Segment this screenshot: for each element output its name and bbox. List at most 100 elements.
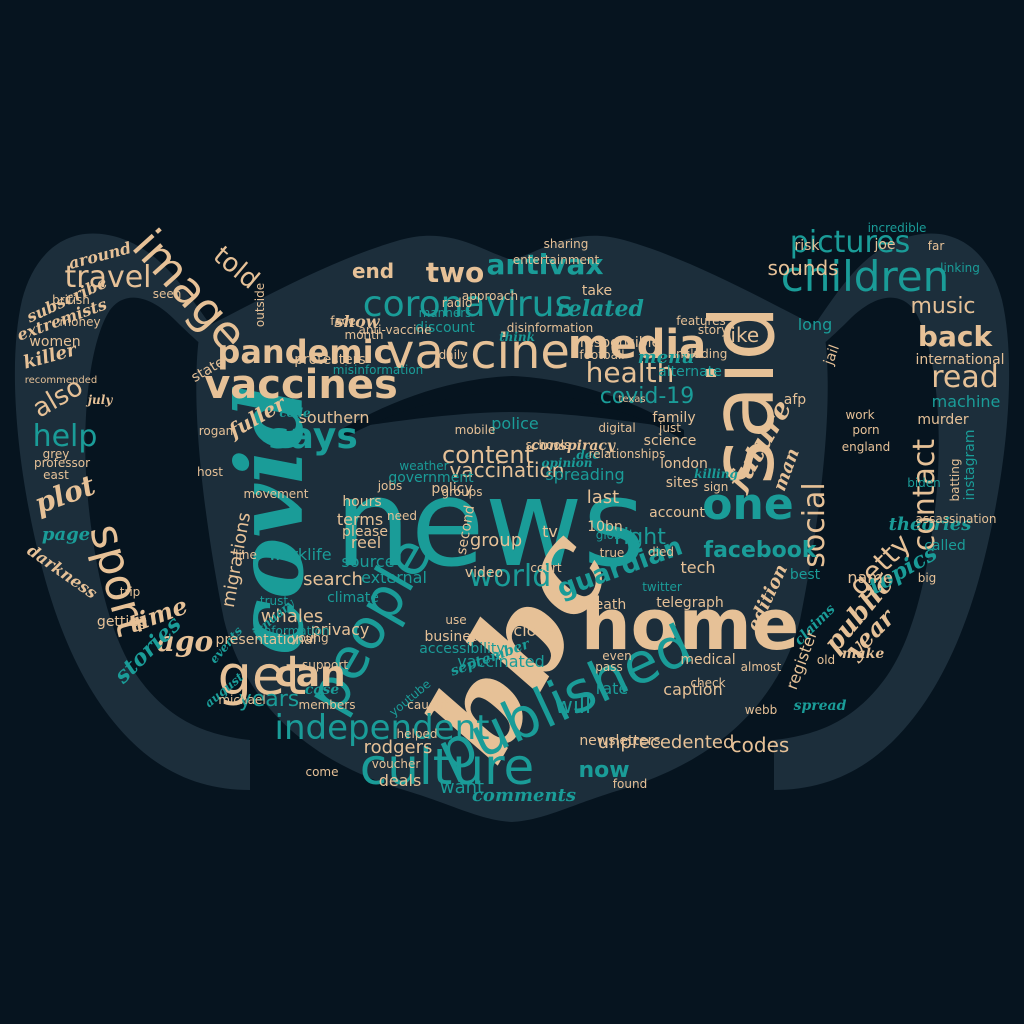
word-children: children: [780, 252, 950, 301]
word-vaccination: vaccination: [449, 458, 565, 482]
word-caption: caption: [663, 680, 723, 699]
word-young: young: [291, 631, 329, 645]
word-work: work: [845, 408, 875, 422]
word-sign: sign: [703, 480, 729, 494]
word-codes: codes: [730, 733, 790, 757]
word-big: big: [917, 571, 937, 585]
word-policy: policy: [431, 481, 473, 497]
word-group: group: [469, 530, 523, 551]
word-get: get: [217, 644, 307, 707]
word-trip: trip: [119, 585, 141, 599]
word-business: business: [424, 629, 486, 645]
word-caught: caught: [407, 698, 449, 712]
word-name: name: [847, 568, 893, 587]
word-incredible: incredible: [867, 221, 927, 235]
word-rodgers: rodgers: [363, 737, 433, 758]
word-called: called: [924, 538, 966, 554]
word-host: host: [197, 465, 223, 479]
word-back: back: [917, 320, 993, 353]
word-misinformation: misinformation: [332, 363, 424, 377]
word-seen: seen: [152, 287, 182, 301]
word-10bn: 10bn: [587, 519, 623, 535]
word-almost: almost: [740, 660, 782, 674]
word-true: true: [599, 546, 625, 560]
word-coronavirus: coronavirus: [362, 284, 574, 325]
word-global: global: [595, 528, 633, 542]
word-sounds: sounds: [767, 256, 839, 280]
word-theories: theories: [888, 514, 972, 535]
word-can: can: [274, 654, 346, 695]
word-line: line: [235, 548, 257, 562]
word-spreading: spreading: [545, 465, 625, 484]
word-rate: rate: [595, 679, 629, 698]
word-video: video: [464, 565, 504, 581]
word-two: two: [425, 256, 485, 289]
word-health: health: [585, 356, 675, 389]
word-travel: travel: [64, 260, 152, 295]
word-alternate: alternate: [658, 364, 722, 380]
word-reel: reel: [350, 533, 382, 552]
word-culture: culture: [359, 738, 535, 796]
word-found: found: [612, 777, 648, 791]
word-privacy: privacy: [310, 620, 370, 639]
word-vaccinated: vaccinated: [457, 652, 545, 671]
word-need: need: [387, 509, 417, 523]
word-accessibility: accessibility: [419, 641, 505, 657]
word-make: make: [841, 646, 885, 662]
word-check: check: [690, 676, 726, 690]
word-east: east: [43, 468, 69, 482]
word-external: external: [361, 568, 427, 587]
word-read: read: [931, 360, 999, 395]
word-think: think: [499, 330, 535, 344]
word-worklife: worklife: [268, 545, 332, 564]
word-digital: digital: [598, 421, 636, 435]
word-schools: schools: [525, 438, 571, 452]
word-last: last: [586, 487, 620, 508]
word-case: case: [304, 682, 340, 698]
word-webb: webb: [744, 703, 778, 717]
word-helped: helped: [396, 727, 438, 741]
word-pandemic: pandemic: [217, 333, 393, 371]
word-code: code: [279, 406, 311, 420]
word-joe: joe: [874, 237, 896, 253]
word-instagram: instagram: [962, 429, 978, 501]
word-story: story: [697, 323, 729, 337]
word-world: world: [468, 559, 552, 594]
mask-body: [196, 235, 828, 822]
word-movement: movement: [243, 487, 309, 501]
word-death: death: [585, 597, 627, 613]
word-vaccines: vaccines: [204, 362, 398, 408]
word-porn: porn: [852, 423, 880, 437]
word-money: money: [59, 315, 101, 329]
word-relationships: relationships: [588, 447, 666, 461]
word-unprecedented: unprecedented: [597, 732, 735, 753]
word-ago: ago: [156, 625, 214, 658]
word-old: old: [816, 653, 836, 667]
word-government: government: [388, 470, 474, 486]
word-approach: approach: [461, 289, 519, 303]
word-trust: trust: [259, 594, 289, 608]
word-tv: tv: [542, 522, 558, 541]
word-source: source: [341, 552, 395, 571]
word-twitter: twitter: [642, 580, 682, 594]
word-end: end: [351, 259, 395, 283]
word-british: british: [52, 293, 90, 307]
word-police: police: [491, 414, 539, 433]
word-court: court: [530, 561, 562, 575]
word-dec: dec: [576, 448, 600, 462]
word-want: want: [439, 777, 485, 798]
word-face: face: [330, 314, 356, 328]
word-music: music: [910, 294, 976, 319]
word-long: long: [797, 315, 833, 334]
word-pass: pass: [595, 660, 623, 674]
word-terms: terms: [336, 510, 384, 529]
word-weather: weather: [399, 459, 449, 473]
word-disinformation: disinformation: [506, 321, 594, 335]
word-radio: radio: [441, 296, 473, 310]
word-best: best: [789, 567, 821, 583]
word-information: information: [260, 624, 330, 638]
word-recommended: recommended: [24, 375, 98, 386]
word-says: says: [268, 416, 358, 457]
word-will: will: [554, 694, 592, 719]
word-take: take: [581, 283, 613, 299]
